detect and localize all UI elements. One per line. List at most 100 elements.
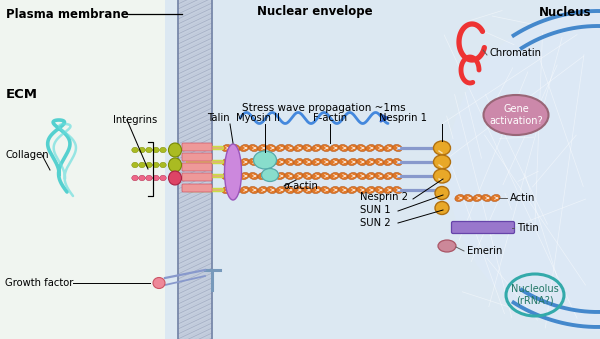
Ellipse shape — [224, 144, 241, 200]
FancyBboxPatch shape — [182, 163, 212, 171]
Ellipse shape — [393, 158, 402, 165]
Text: SUN 2: SUN 2 — [360, 218, 391, 228]
Ellipse shape — [348, 186, 357, 194]
Ellipse shape — [384, 186, 393, 194]
Bar — [178, 0, 212, 339]
Ellipse shape — [276, 186, 285, 194]
Ellipse shape — [285, 173, 294, 180]
Ellipse shape — [384, 158, 393, 165]
Ellipse shape — [339, 173, 348, 180]
Ellipse shape — [146, 162, 152, 168]
Ellipse shape — [484, 95, 548, 135]
Ellipse shape — [249, 144, 258, 152]
Ellipse shape — [169, 143, 182, 157]
Ellipse shape — [249, 173, 258, 180]
Ellipse shape — [375, 173, 384, 180]
Ellipse shape — [321, 144, 330, 152]
Ellipse shape — [303, 144, 312, 152]
Text: α-actin: α-actin — [284, 181, 319, 191]
Ellipse shape — [330, 186, 339, 194]
Ellipse shape — [231, 158, 240, 165]
Ellipse shape — [348, 144, 357, 152]
Ellipse shape — [240, 158, 249, 165]
Ellipse shape — [366, 186, 375, 194]
Text: Integrins: Integrins — [113, 115, 157, 125]
Ellipse shape — [132, 162, 138, 168]
Text: Actin: Actin — [510, 193, 535, 203]
Ellipse shape — [435, 201, 449, 215]
Ellipse shape — [267, 158, 276, 165]
Ellipse shape — [276, 144, 285, 152]
Ellipse shape — [348, 173, 357, 180]
Ellipse shape — [375, 144, 384, 152]
Ellipse shape — [262, 168, 278, 181]
Ellipse shape — [222, 158, 231, 165]
FancyBboxPatch shape — [182, 153, 212, 161]
Ellipse shape — [294, 173, 303, 180]
Ellipse shape — [285, 158, 294, 165]
Ellipse shape — [231, 144, 240, 152]
Text: Nesprin 1: Nesprin 1 — [379, 113, 427, 123]
Ellipse shape — [249, 158, 258, 165]
Ellipse shape — [375, 158, 384, 165]
Ellipse shape — [393, 173, 402, 180]
Ellipse shape — [294, 158, 303, 165]
Ellipse shape — [160, 147, 166, 153]
Ellipse shape — [139, 147, 145, 153]
Ellipse shape — [312, 144, 321, 152]
Ellipse shape — [146, 175, 152, 181]
Ellipse shape — [276, 173, 285, 180]
Text: Nucleolus
(rRNA?): Nucleolus (rRNA?) — [511, 284, 559, 306]
Ellipse shape — [339, 144, 348, 152]
Text: Myosin II: Myosin II — [236, 113, 280, 123]
Ellipse shape — [240, 186, 249, 194]
Ellipse shape — [464, 195, 473, 202]
Ellipse shape — [482, 195, 491, 202]
Ellipse shape — [303, 158, 312, 165]
Text: Titin: Titin — [517, 223, 539, 233]
Ellipse shape — [330, 158, 339, 165]
Ellipse shape — [366, 173, 375, 180]
Text: Collagen: Collagen — [5, 150, 49, 160]
FancyBboxPatch shape — [182, 184, 212, 192]
Ellipse shape — [222, 144, 231, 152]
Ellipse shape — [375, 186, 384, 194]
Ellipse shape — [448, 6, 600, 332]
Ellipse shape — [357, 186, 366, 194]
Ellipse shape — [312, 158, 321, 165]
Ellipse shape — [285, 144, 294, 152]
Text: Chromatin: Chromatin — [490, 48, 542, 58]
Ellipse shape — [339, 186, 348, 194]
Ellipse shape — [435, 186, 449, 199]
Ellipse shape — [294, 144, 303, 152]
Ellipse shape — [231, 173, 240, 180]
Ellipse shape — [433, 141, 451, 155]
Text: F-actin: F-actin — [313, 113, 347, 123]
Ellipse shape — [294, 186, 303, 194]
Ellipse shape — [384, 144, 393, 152]
Ellipse shape — [366, 144, 375, 152]
Text: Emerin: Emerin — [467, 246, 502, 256]
Text: Stress wave propagation ~1ms: Stress wave propagation ~1ms — [242, 103, 406, 113]
Ellipse shape — [384, 173, 393, 180]
Ellipse shape — [139, 162, 145, 168]
Ellipse shape — [169, 171, 182, 185]
Ellipse shape — [433, 169, 451, 183]
Text: SUN 1: SUN 1 — [360, 205, 391, 215]
Ellipse shape — [357, 144, 366, 152]
Ellipse shape — [366, 158, 375, 165]
Ellipse shape — [357, 173, 366, 180]
Ellipse shape — [240, 144, 249, 152]
Ellipse shape — [254, 151, 277, 169]
FancyBboxPatch shape — [452, 221, 515, 234]
Ellipse shape — [132, 175, 138, 181]
Ellipse shape — [258, 173, 267, 180]
Ellipse shape — [312, 173, 321, 180]
Text: Nesprin 2: Nesprin 2 — [360, 192, 408, 202]
Text: Growth factor: Growth factor — [5, 278, 73, 288]
Ellipse shape — [222, 173, 231, 180]
Ellipse shape — [153, 162, 159, 168]
Ellipse shape — [276, 158, 285, 165]
Ellipse shape — [303, 173, 312, 180]
Ellipse shape — [285, 186, 294, 194]
